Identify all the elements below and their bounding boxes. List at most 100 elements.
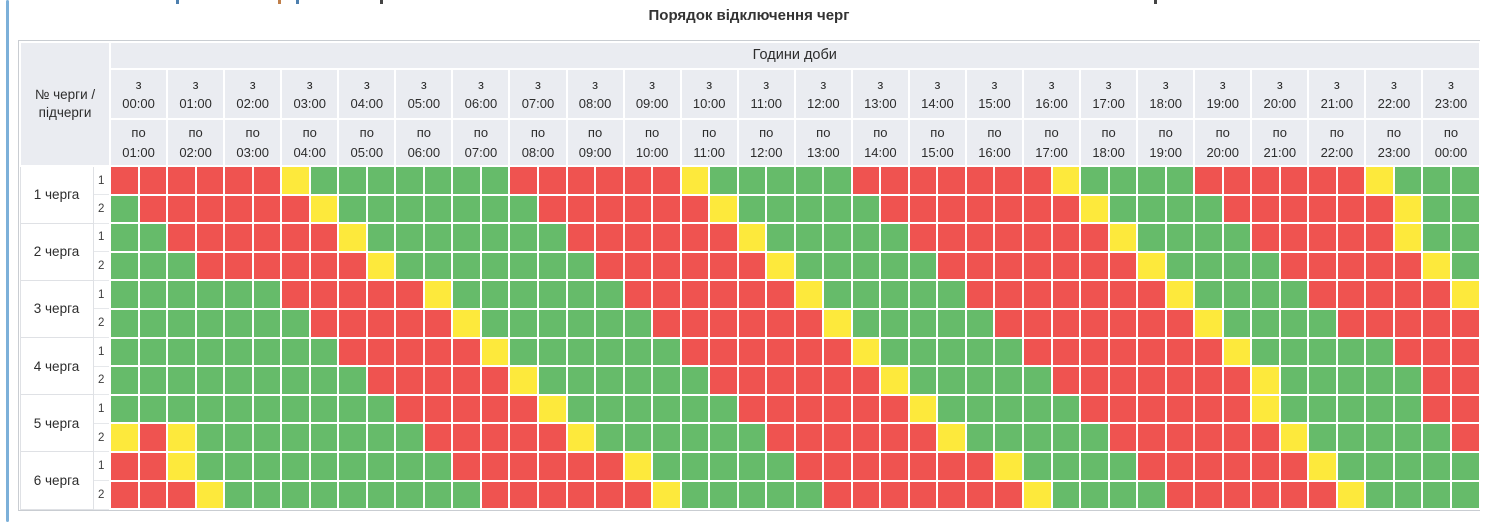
hour-from-header-22: з 22:00 xyxy=(1364,68,1424,120)
schedule-cell-outage-red xyxy=(1392,279,1424,310)
schedule-cell-outage-red xyxy=(1050,222,1082,253)
subqueue-number-3-1: 1 xyxy=(92,279,111,310)
schedule-cell-power-on-green xyxy=(1392,422,1424,453)
schedule-cell-outage-red xyxy=(308,279,340,310)
schedule-cell-power-on-green xyxy=(337,365,368,396)
schedule-cell-possible-outage-yellow xyxy=(993,450,1024,482)
schedule-cell-power-on-green xyxy=(1079,165,1110,196)
schedule-cell-outage-red xyxy=(451,393,482,425)
schedule-cell-outage-red xyxy=(1107,250,1139,282)
hour-to-header-0: по 01:00 xyxy=(109,118,169,167)
schedule-cell-power-on-green xyxy=(1307,336,1338,368)
schedule-cell-outage-red xyxy=(1136,307,1167,339)
schedule-cell-power-on-green xyxy=(422,479,454,511)
schedule-cell-power-on-green xyxy=(337,450,368,482)
schedule-cell-power-on-green xyxy=(708,422,739,453)
schedule-cell-power-on-green xyxy=(337,165,368,196)
schedule-cell-possible-outage-yellow xyxy=(508,365,539,396)
schedule-cell-outage-red xyxy=(594,250,625,282)
schedule-cell-power-on-green xyxy=(280,422,311,453)
schedule-cell-outage-red xyxy=(1221,193,1253,225)
schedule-cell-power-on-green xyxy=(1421,165,1452,196)
schedule-cell-outage-red xyxy=(1107,336,1139,368)
schedule-cell-outage-red xyxy=(479,393,511,425)
schedule-cell-outage-red xyxy=(594,479,625,511)
schedule-cell-outage-red xyxy=(1421,365,1452,396)
schedule-cell-power-on-green xyxy=(137,222,169,253)
schedule-cell-power-on-green xyxy=(166,250,197,282)
schedule-cell-outage-red xyxy=(736,336,768,368)
schedule-cell-power-on-green xyxy=(194,279,226,310)
clipped-text-fragment xyxy=(176,0,179,4)
schedule-cell-power-on-green xyxy=(765,479,796,511)
schedule-cell-power-on-green xyxy=(1250,336,1281,368)
schedule-cell-possible-outage-yellow xyxy=(1193,307,1224,339)
schedule-cell-outage-red xyxy=(223,222,254,253)
schedule-cell-outage-red xyxy=(565,222,597,253)
corner-header-queue-label: № черги / підчерги xyxy=(18,41,112,167)
schedule-cell-power-on-green xyxy=(137,393,169,425)
schedule-cell-outage-red xyxy=(1364,250,1395,282)
schedule-cell-outage-red xyxy=(422,365,454,396)
schedule-cell-power-on-green xyxy=(1193,279,1224,310)
schedule-cell-power-on-green xyxy=(594,336,625,368)
schedule-cell-power-on-green xyxy=(565,365,597,396)
schedule-cell-power-on-green xyxy=(936,307,967,339)
schedule-cell-power-on-green xyxy=(1107,479,1139,511)
schedule-cell-power-on-green xyxy=(879,222,910,253)
schedule-cell-power-on-green xyxy=(109,279,140,310)
hour-to-header-9: по 10:00 xyxy=(622,118,682,167)
schedule-cell-power-on-green xyxy=(109,365,140,396)
schedule-cell-power-on-green xyxy=(565,307,597,339)
schedule-cell-outage-red xyxy=(1250,422,1281,453)
schedule-cell-power-on-green xyxy=(679,479,711,511)
schedule-cell-power-on-green xyxy=(907,365,939,396)
schedule-cell-power-on-green xyxy=(1050,393,1082,425)
schedule-cell-outage-red xyxy=(365,279,397,310)
schedule-cell-outage-red xyxy=(1307,279,1338,310)
schedule-cell-power-on-green xyxy=(280,307,311,339)
schedule-cell-power-on-green xyxy=(194,336,226,368)
queue-label-4: 4 черга xyxy=(19,337,94,396)
schedule-cell-power-on-green xyxy=(223,365,254,396)
schedule-cell-outage-red xyxy=(194,222,226,253)
schedule-cell-outage-red xyxy=(451,422,482,453)
schedule-cell-power-on-green xyxy=(1278,307,1310,339)
schedule-cell-outage-red xyxy=(1421,307,1452,339)
schedule-cell-outage-red xyxy=(1164,479,1196,511)
schedule-cell-outage-red xyxy=(1364,279,1395,310)
hour-from-header-11: з 11:00 xyxy=(736,68,796,120)
schedule-cell-outage-red xyxy=(793,365,825,396)
hour-from-header-20: з 20:00 xyxy=(1250,68,1310,120)
schedule-cell-power-on-green xyxy=(594,422,625,453)
schedule-cell-outage-red xyxy=(1022,222,1053,253)
schedule-cell-power-on-green xyxy=(194,307,226,339)
schedule-cell-outage-red xyxy=(422,422,454,453)
schedule-cell-power-on-green xyxy=(1164,165,1196,196)
schedule-cell-power-on-green xyxy=(194,450,226,482)
schedule-cell-outage-red xyxy=(394,365,425,396)
schedule-cell-outage-red xyxy=(1307,479,1338,511)
hour-to-header-13: по 14:00 xyxy=(850,118,910,167)
hour-from-header-16: з 16:00 xyxy=(1022,68,1082,120)
schedule-cell-power-on-green xyxy=(1278,365,1310,396)
schedule-cell-possible-outage-yellow xyxy=(1221,336,1253,368)
schedule-cell-outage-red xyxy=(822,336,853,368)
schedule-cell-possible-outage-yellow xyxy=(109,422,140,453)
schedule-cell-power-on-green xyxy=(280,450,311,482)
schedule-cell-outage-red xyxy=(1193,450,1224,482)
schedule-cell-outage-red xyxy=(1221,479,1253,511)
schedule-cell-power-on-green xyxy=(365,193,397,225)
clipped-text-fragment xyxy=(296,0,299,4)
schedule-cell-outage-red xyxy=(137,450,169,482)
schedule-cell-outage-red xyxy=(822,365,853,396)
schedule-cell-power-on-green xyxy=(166,336,197,368)
schedule-cell-outage-red xyxy=(394,307,425,339)
schedule-cell-outage-red xyxy=(137,193,169,225)
schedule-cell-power-on-green xyxy=(1364,336,1395,368)
schedule-cell-power-on-green xyxy=(508,222,539,253)
schedule-cell-power-on-green xyxy=(850,222,882,253)
schedule-cell-power-on-green xyxy=(736,450,768,482)
schedule-cell-outage-red xyxy=(394,279,425,310)
schedule-cell-outage-red xyxy=(1136,393,1167,425)
